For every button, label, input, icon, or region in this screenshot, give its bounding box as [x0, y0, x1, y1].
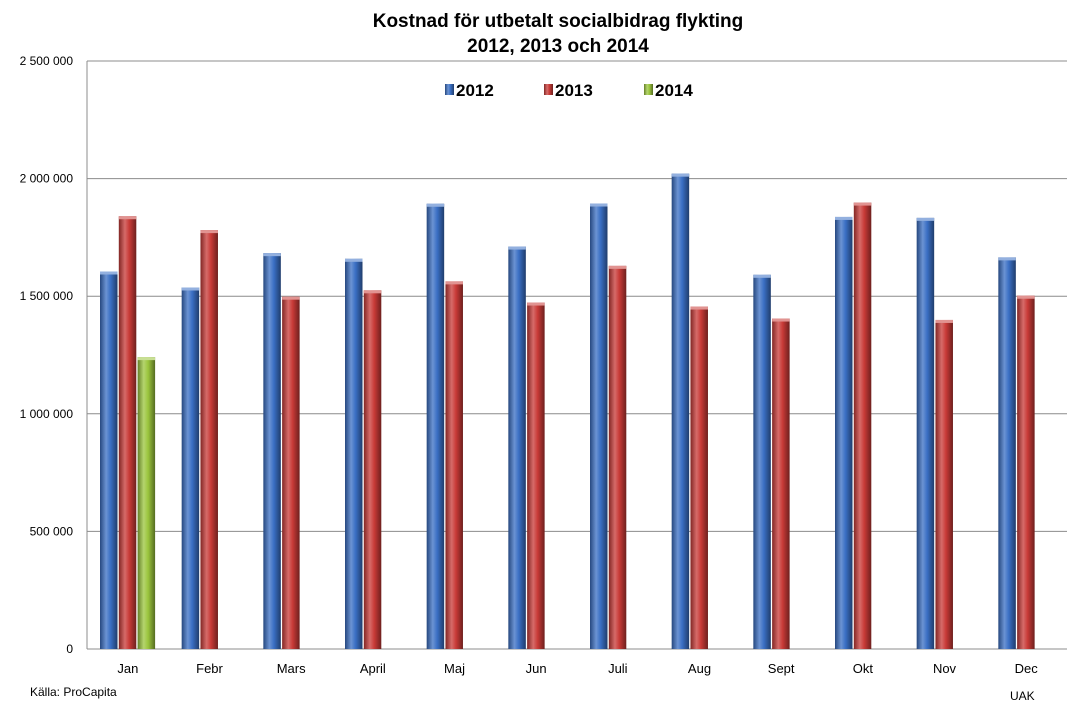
bar-2013-okt	[853, 202, 872, 649]
bar-2012-aug	[671, 173, 690, 649]
x-tick-label: Jun	[526, 661, 547, 676]
x-tick-label: Aug	[688, 661, 711, 676]
x-tick-label: Mars	[277, 661, 306, 676]
bars	[100, 173, 1035, 650]
legend-swatch-2012	[445, 84, 454, 95]
x-tick-label: Maj	[444, 661, 465, 676]
legend-swatch-2013	[544, 84, 553, 95]
legend-label-2014: 2014	[655, 81, 693, 100]
bar-highlight	[263, 253, 281, 257]
bar-2013-aug	[690, 306, 708, 649]
bar-2014-jan	[137, 357, 156, 649]
x-tick-label: April	[360, 661, 386, 676]
bar-highlight	[426, 203, 445, 207]
bar-highlight	[363, 290, 382, 294]
bar-highlight	[998, 257, 1016, 261]
bar-2012-mars	[263, 253, 281, 650]
bar-highlight	[1017, 295, 1035, 299]
bar-highlight	[137, 357, 156, 361]
x-tick-label: Febr	[196, 661, 223, 676]
y-tick-label: 2 500 000	[20, 54, 74, 68]
bar-highlight	[853, 202, 872, 206]
bar-highlight	[608, 265, 627, 269]
bar-highlight	[181, 287, 200, 291]
bar-highlight	[445, 281, 463, 285]
bar-2013-dec	[1017, 295, 1035, 649]
bar-2013-jan	[118, 216, 137, 649]
bar-2013-sept	[772, 318, 790, 649]
y-tick-label: 1 000 000	[20, 407, 74, 421]
bar-2013-juli	[608, 265, 627, 649]
bar-highlight	[100, 271, 118, 275]
bar-highlight	[772, 318, 790, 322]
bar-highlight	[508, 246, 526, 250]
bar-highlight	[590, 203, 608, 207]
legend: 2012 2013 2014	[445, 81, 693, 100]
legend-swatch-2014	[644, 84, 653, 95]
bar-2013-febr	[200, 230, 218, 649]
y-tick-label: 500 000	[30, 524, 74, 538]
source-note: Källa: ProCapita	[30, 685, 117, 699]
bar-2013-nov	[935, 319, 953, 649]
x-tick-label: Sept	[768, 661, 795, 676]
x-tick-label: Jan	[117, 661, 138, 676]
bar-2012-april	[345, 258, 363, 649]
gridlines	[86, 60, 1067, 650]
chart-subtitle: 2012, 2013 och 2014	[467, 36, 649, 57]
bar-2012-jun	[508, 246, 526, 649]
x-tick-label: Nov	[933, 661, 957, 676]
bar-highlight	[935, 319, 953, 323]
bar-2012-nov	[916, 217, 935, 649]
y-tick-label: 1 500 000	[20, 289, 74, 303]
legend-label-2013: 2013	[555, 81, 593, 100]
chart-title: Kostnad för utbetalt socialbidrag flykti…	[373, 11, 744, 32]
x-tick-label: Juli	[608, 661, 628, 676]
bar-2012-maj	[426, 203, 445, 649]
bar-2012-febr	[181, 287, 200, 649]
bar-2012-sept	[753, 274, 771, 649]
bar-highlight	[282, 296, 300, 300]
y-tick-label: 2 000 000	[20, 172, 74, 186]
bar-2012-dec	[998, 257, 1016, 649]
x-tick-label: Okt	[853, 661, 874, 676]
x-tick-label: Dec	[1015, 661, 1039, 676]
bar-highlight	[916, 217, 935, 221]
y-axis-ticks: 0 500 000 1 000 000 1 500 000 2 000 000 2 500…	[20, 54, 74, 656]
bar-highlight	[835, 216, 853, 220]
bar-2012-juli	[590, 203, 608, 650]
x-axis-ticks: Jan Febr Mars April Maj Jun Juli Aug Sept Okt Nov D…	[117, 661, 1038, 676]
bar-2012-okt	[835, 216, 853, 649]
bar-highlight	[345, 258, 363, 262]
bar-2013-jun	[527, 302, 545, 649]
bar-2013-april	[363, 290, 382, 649]
bar-2013-mars	[282, 296, 300, 649]
bar-2012-jan	[100, 271, 118, 649]
bar-highlight	[200, 230, 218, 234]
bar-highlight	[527, 302, 545, 306]
bar-highlight	[671, 173, 690, 177]
legend-label-2012: 2012	[456, 81, 494, 100]
bar-highlight	[690, 306, 708, 310]
author-note: UAK	[1010, 689, 1035, 701]
bar-2013-maj	[445, 281, 463, 649]
y-tick-label: 0	[66, 642, 73, 656]
bar-highlight	[753, 274, 771, 278]
bar-highlight	[118, 216, 137, 220]
